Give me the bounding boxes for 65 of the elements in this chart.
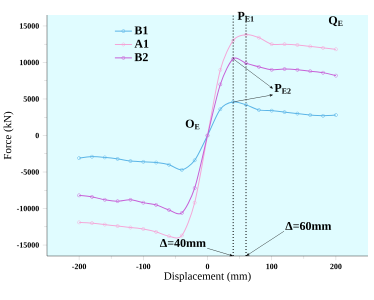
legend-label: A1 — [134, 40, 148, 48]
point — [231, 38, 236, 42]
point — [102, 222, 107, 226]
point — [90, 221, 94, 225]
point — [321, 46, 325, 50]
annotation: P$_{E1}$ — [238, 12, 254, 22]
point — [231, 56, 236, 61]
point — [321, 114, 325, 118]
legend-label: B2 — [134, 53, 148, 62]
point — [296, 112, 300, 116]
point — [270, 108, 274, 113]
point — [116, 199, 120, 204]
point — [141, 227, 146, 231]
point — [257, 65, 261, 69]
annotation: Δ=40mm — [160, 238, 206, 248]
point — [167, 208, 171, 212]
point — [154, 203, 158, 207]
point — [128, 226, 132, 230]
point — [116, 224, 120, 228]
point — [192, 186, 197, 190]
point — [154, 160, 158, 164]
point — [90, 194, 94, 199]
point — [244, 102, 248, 107]
point — [244, 32, 248, 37]
point — [308, 44, 312, 48]
point — [296, 68, 300, 72]
point — [231, 100, 236, 104]
point — [282, 42, 286, 46]
y-axis-title: Force (kN) — [4, 112, 14, 160]
point — [257, 108, 261, 112]
point — [167, 162, 171, 167]
point — [257, 36, 261, 40]
point — [282, 67, 286, 71]
point — [128, 198, 132, 202]
point — [102, 198, 107, 202]
point — [218, 107, 222, 112]
annotation: Δ=60mm — [285, 222, 332, 230]
point — [321, 70, 325, 75]
legend-label: B1 — [134, 26, 148, 34]
point — [167, 234, 171, 238]
point — [90, 154, 94, 159]
point — [308, 69, 312, 74]
annotation: P$_{E2}$ — [274, 84, 291, 94]
point — [270, 68, 274, 72]
x-axis-title: Displacement (mm) — [164, 272, 251, 282]
point — [192, 200, 197, 205]
point — [270, 42, 274, 46]
point — [244, 61, 248, 66]
point — [308, 113, 312, 117]
point — [102, 156, 107, 160]
point — [180, 234, 184, 238]
point — [218, 82, 222, 86]
point — [116, 157, 120, 161]
point — [282, 110, 286, 114]
point — [180, 168, 184, 172]
point — [154, 230, 158, 234]
annotation: Q$_{E}$ — [328, 16, 343, 26]
point — [128, 159, 132, 163]
point — [296, 43, 300, 47]
point — [218, 68, 222, 72]
point — [180, 211, 184, 215]
point — [192, 158, 197, 162]
point — [141, 200, 146, 205]
annotation: O$_{E}$ — [186, 120, 200, 130]
point — [141, 160, 146, 164]
